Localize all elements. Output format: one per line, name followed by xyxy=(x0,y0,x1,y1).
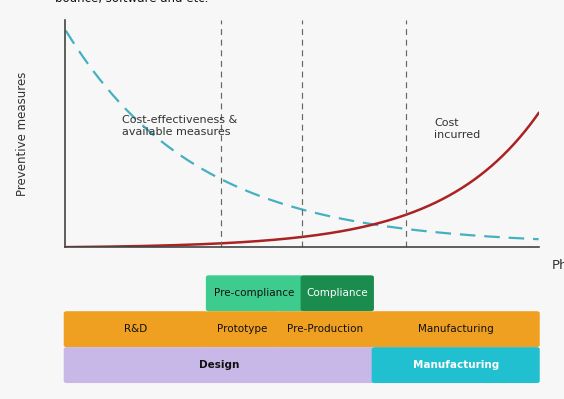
Text: Phase: Phase xyxy=(552,259,564,272)
Text: Pre-Production: Pre-Production xyxy=(288,324,363,334)
Text: Compliance: Compliance xyxy=(306,288,368,298)
Text: Manufacturing: Manufacturing xyxy=(413,360,499,370)
Text: R&D: R&D xyxy=(124,324,148,334)
Text: Cost-effectiveness &
available measures: Cost-effectiveness & available measures xyxy=(122,115,237,137)
Text: Prototype: Prototype xyxy=(217,324,268,334)
Text: Design: Design xyxy=(199,360,239,370)
Text: PCB, Filtering, Ground
bounce, software and etc.: PCB, Filtering, Ground bounce, software … xyxy=(55,0,209,5)
Text: Pre-compliance: Pre-compliance xyxy=(214,288,294,298)
Text: Preventive measures: Preventive measures xyxy=(16,71,29,196)
Text: Cost
incurred: Cost incurred xyxy=(434,119,481,140)
Text: Manufacturing: Manufacturing xyxy=(418,324,494,334)
